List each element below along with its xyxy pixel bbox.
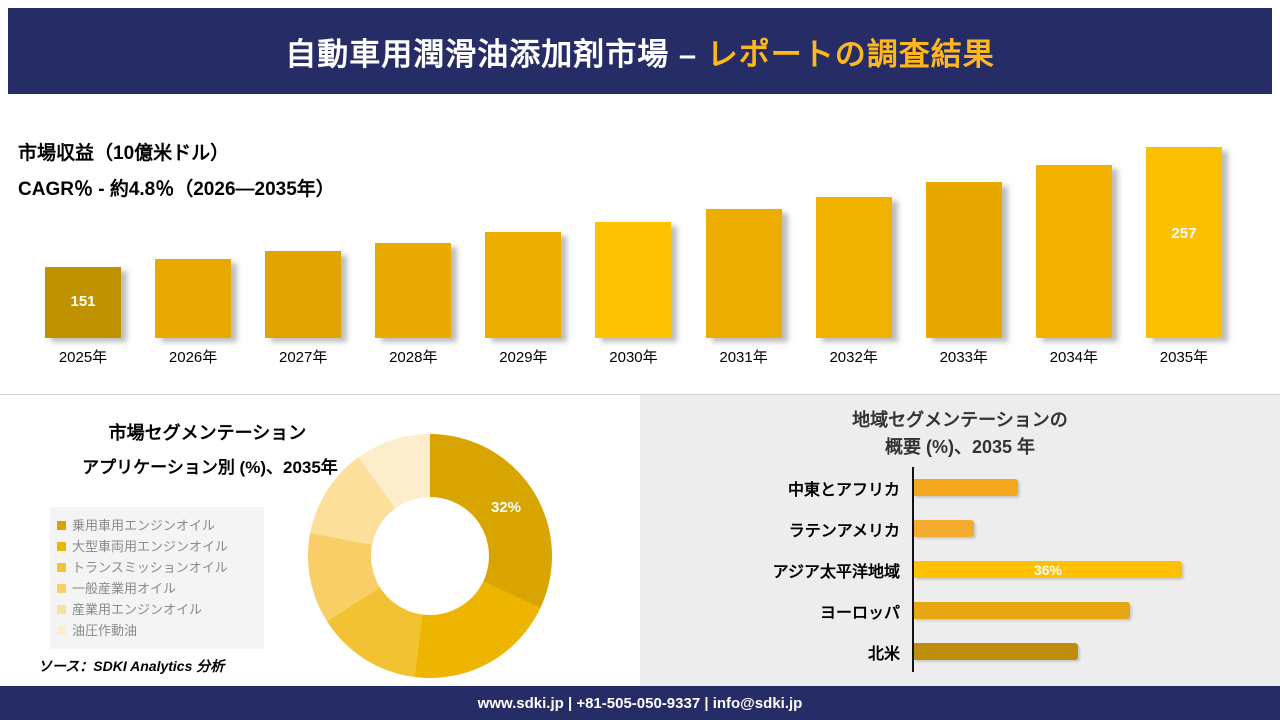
legend-item-label: 一般産業用オイル	[72, 581, 177, 596]
x-axis-year-label: 2031年	[719, 349, 768, 366]
bar-value-label: 151	[70, 293, 96, 310]
region-bar	[914, 602, 1130, 619]
x-axis-year-label: 2027年	[279, 349, 328, 366]
revenue-bar-group: 2033年	[925, 146, 1002, 366]
region-name-label: ヨーロッパ	[819, 604, 900, 622]
revenue-bar	[485, 232, 562, 338]
region-name-label: 中東とアフリカ	[787, 481, 900, 499]
region-bar-area	[912, 467, 1280, 508]
x-axis-year-label: 2025年	[58, 349, 108, 366]
region-bar-area	[912, 631, 1280, 672]
legend-item-label: 産業用エンジンオイル	[72, 602, 203, 617]
legend-swatch-icon	[57, 542, 66, 551]
legend-swatch-icon	[57, 584, 66, 593]
revenue-bar	[705, 209, 782, 338]
legend-item: トランスミッションオイル	[57, 557, 257, 578]
region-bar-area	[912, 508, 1280, 549]
legend-item: 一般産業用オイル	[57, 578, 257, 599]
revenue-bar: 151	[45, 267, 121, 338]
legend-item-label: トランスミッションオイル	[72, 560, 228, 575]
region-row: アジア太平洋地域 36%	[640, 549, 1280, 590]
revenue-bar-group: 2034年	[1035, 146, 1112, 366]
segmentation-subtitle: アプリケーション別 (%)、2035年	[82, 458, 338, 477]
application-donut	[308, 434, 552, 678]
legend-item-label: 乗用車用エンジンオイル	[72, 518, 216, 533]
revenue-bar	[925, 182, 1002, 338]
region-row: 中東とアフリカ	[640, 467, 1280, 508]
region-rows: 中東とアフリカ ラテンアメリカアジア太平洋地域 36% ヨーロッパ北米	[640, 467, 1280, 672]
region-row: ラテンアメリカ	[640, 508, 1280, 549]
legend-swatch-icon	[57, 605, 66, 614]
x-axis-year-label: 2033年	[939, 349, 988, 366]
page-title: 自動車用潤滑油添加剤市場 – レポートの調査結果	[285, 29, 994, 74]
source-note: ソース：SDKI Analytics 分析	[38, 658, 225, 674]
region-bar	[914, 520, 974, 537]
footer-contact: www.sdki.jp | +81-505-050-9337 | info@sd…	[477, 694, 803, 712]
revenue-bar-group: 2030年	[595, 146, 672, 366]
donut-hole	[371, 497, 489, 615]
revenue-bar	[375, 243, 452, 338]
region-bar	[914, 479, 1018, 496]
x-axis-year-label: 2026年	[168, 349, 218, 366]
revenue-bar-group: 151 2025年	[45, 146, 121, 366]
application-legend: 乗用車用エンジンオイル 大型車両用エンジンオイル トランスミッションオイル 一般産業用…	[50, 507, 264, 649]
legend-swatch-icon	[57, 521, 66, 530]
region-name-label: アジア太平洋地域	[772, 563, 900, 581]
region-bar-percent-label: 36%	[1033, 561, 1063, 578]
legend-item-label: 大型車両用エンジンオイル	[72, 539, 229, 554]
x-axis-year-label: 2032年	[829, 349, 878, 366]
x-axis-year-label: 2035年	[1159, 349, 1209, 366]
revenue-bar-group: 2029年	[485, 146, 562, 366]
legend-item: 大型車両用エンジンオイル	[57, 536, 257, 557]
x-axis-year-label: 2029年	[499, 349, 548, 366]
page-title-accent: レポートの調査結果	[706, 36, 995, 72]
legend-item: 乗用車用エンジンオイル	[57, 515, 257, 536]
legend-item-label: 油圧作動油	[72, 623, 138, 638]
revenue-bar	[265, 251, 342, 338]
segmentation-section: 市場セグメンテーション アプリケーション別 (%)、2035年 乗用車用エンジン…	[0, 394, 640, 686]
legend-swatch-icon	[57, 563, 66, 572]
revenue-bar	[155, 259, 232, 338]
revenue-bar-group: 257 2035年	[1145, 146, 1222, 366]
revenue-bar	[595, 222, 672, 338]
segmentation-title: 市場セグメンテーション	[108, 423, 307, 443]
region-chart-title: 地域セグメンテーションの 概要 (%)、2035 年	[640, 407, 1280, 461]
revenue-bar-chart: 市場収益（10億米ドル） CAGR％ - 約4.8％（2026―2035年） 1…	[0, 94, 1280, 394]
revenue-bar-group: 2026年	[155, 146, 232, 366]
revenue-chart-title: 市場収益（10億米ドル）	[18, 143, 230, 164]
revenue-bar	[815, 197, 892, 338]
donut-percent-label: 32%	[490, 499, 522, 516]
region-bar	[914, 643, 1078, 660]
footer-banner: www.sdki.jp | +81-505-050-9337 | info@sd…	[0, 686, 1280, 720]
revenue-bar	[1035, 165, 1112, 338]
x-axis-year-label: 2028年	[389, 349, 438, 366]
legend-item: 産業用エンジンオイル	[57, 599, 257, 620]
region-chart-title-line1: 地域セグメンテーションの	[852, 410, 1068, 430]
revenue-bar: 257	[1145, 147, 1222, 338]
region-name-label: ラテンアメリカ	[788, 522, 900, 540]
region-name-label: 北米	[867, 645, 900, 663]
revenue-bar-group: 2028年	[375, 146, 452, 366]
legend-swatch-icon	[57, 626, 66, 635]
report-header-banner: 自動車用潤滑油添加剤市場 – レポートの調査結果	[8, 8, 1272, 94]
region-row: ヨーロッパ	[640, 590, 1280, 631]
bar-value-label: 257	[1171, 225, 1197, 242]
region-row: 北米	[640, 631, 1280, 672]
region-bar-area	[912, 590, 1280, 631]
x-axis-year-label: 2030年	[609, 349, 658, 366]
revenue-bar-group: 2031年	[705, 146, 782, 366]
page-title-main: 自動車用潤滑油添加剤市場 –	[285, 36, 698, 72]
region-bar-area: 36%	[912, 549, 1280, 590]
revenue-bar-group: 2032年	[815, 146, 892, 366]
x-axis-year-label: 2034年	[1049, 349, 1099, 366]
revenue-bar-group: 2027年	[265, 146, 342, 366]
region-bar-chart: 地域セグメンテーションの 概要 (%)、2035 年 中東とアフリカ ラテンアメリ…	[640, 394, 1280, 686]
region-chart-title-line2: 概要 (%)、2035 年	[884, 437, 1036, 457]
legend-item: 油圧作動油	[57, 620, 257, 641]
region-bar: 36%	[914, 561, 1182, 578]
revenue-bars: 151 2025年 2026年 2027年 2028年 2029年 2030年 2031年 20…	[45, 146, 1222, 366]
revenue-chart-cagr: CAGR％ - 約4.8％（2026―2035年）	[18, 179, 335, 200]
